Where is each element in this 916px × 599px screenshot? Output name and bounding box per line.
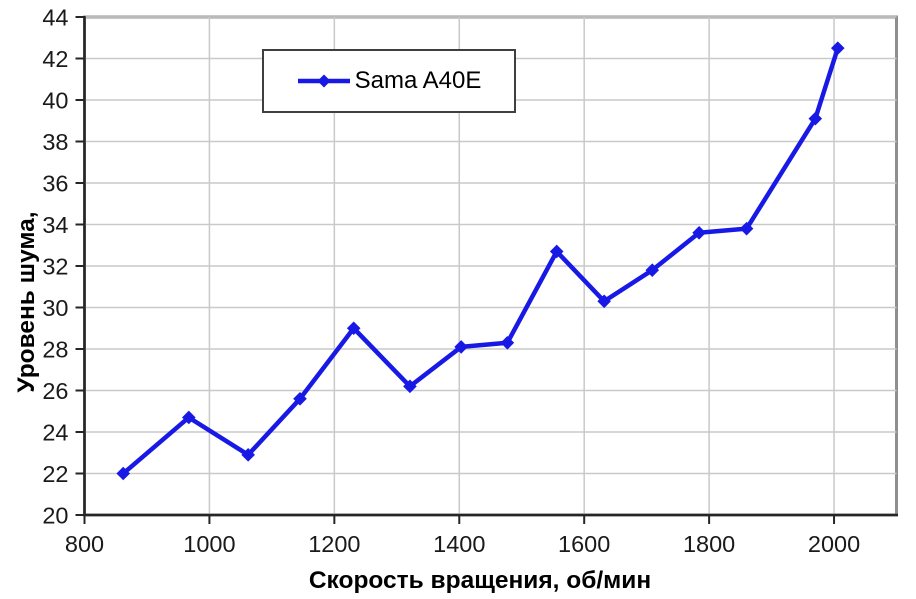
x-tick-label: 1400 [433,531,485,557]
data-point-marker [597,294,611,309]
x-tick-label: 2000 [808,531,860,557]
y-axis-title: Уровень шума, [13,211,40,393]
data-point-marker [241,448,255,462]
data-point-marker [549,244,564,259]
data-point-marker [346,321,361,336]
legend-diamond-icon [317,74,331,88]
data-point-marker [808,111,823,126]
data-point-marker [500,335,515,350]
y-tick-label: 30 [42,295,68,321]
y-tick-label: 44 [42,5,68,31]
y-tick-label: 28 [42,337,68,363]
y-tick-label: 42 [42,46,68,72]
y-tick-label: 38 [42,129,68,155]
legend-label: Sama A40E [354,67,482,94]
y-tick-label: 22 [42,461,68,487]
x-axis-title: Скорость вращения, об/мин [308,567,652,594]
x-tick-label: 1800 [683,531,735,557]
data-point-marker [182,410,196,425]
y-tick-label: 24 [42,420,68,446]
x-tick-label: 800 [65,531,104,557]
data-point-marker [830,41,845,55]
y-tick-label: 40 [42,88,68,114]
data-point-marker [403,379,417,394]
y-tick-label: 34 [42,212,68,238]
data-point-marker [116,466,131,481]
y-tick-label: 20 [42,503,68,529]
data-point-marker [293,392,307,406]
legend-line-marker [297,74,350,88]
y-tick-label: 26 [42,378,68,404]
data-point-marker [739,221,754,236]
x-tick-label: 1000 [183,531,235,557]
data-point-marker [454,340,468,354]
x-tick-label: 1600 [558,531,610,557]
data-point-marker [645,263,660,277]
y-tick-label: 32 [42,254,68,280]
legend: Sama A40E [262,49,516,113]
y-tick-label: 36 [42,171,68,197]
x-tick-label: 1200 [308,531,360,557]
data-point-marker [692,226,706,240]
